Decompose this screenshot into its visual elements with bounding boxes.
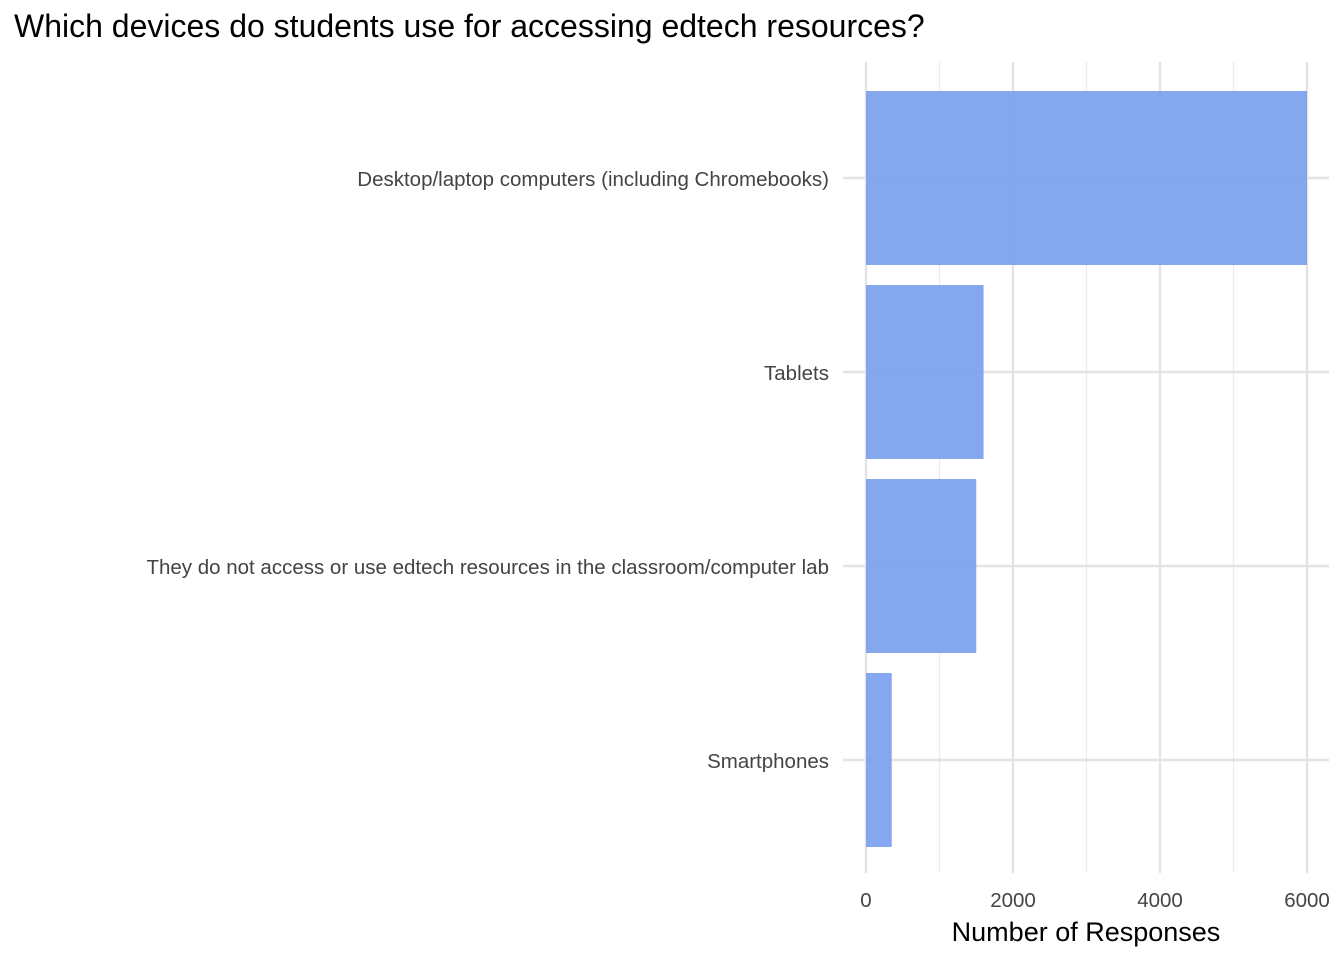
x-tick-label: 4000 <box>1137 889 1183 912</box>
bar <box>866 91 1307 265</box>
y-tick-label: They do not access or use edtech resourc… <box>146 556 829 579</box>
x-axis-ticks: 0 2000 4000 6000 <box>860 889 1330 912</box>
bar <box>866 285 984 459</box>
y-tick-label: Desktop/laptop computers (including Chro… <box>357 168 829 191</box>
x-tick-label: 6000 <box>1284 889 1330 912</box>
y-tick-label: Smartphones <box>707 750 829 773</box>
bar <box>866 673 892 847</box>
x-tick-label: 0 <box>860 889 871 912</box>
y-tick-label: Tablets <box>764 362 829 385</box>
bar <box>866 479 977 653</box>
x-tick-label: 2000 <box>990 889 1036 912</box>
chart-title: Which devices do students use for access… <box>14 8 925 44</box>
y-axis-ticks: Desktop/laptop computers (including Chro… <box>146 168 829 773</box>
x-axis-label: Number of Responses <box>952 917 1221 947</box>
bars <box>866 91 1307 847</box>
